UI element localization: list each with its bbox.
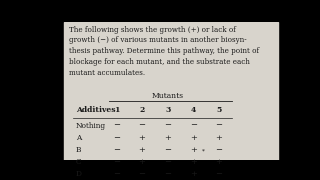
Text: −: − bbox=[164, 146, 171, 154]
Text: −: − bbox=[164, 122, 171, 130]
Text: Additives: Additives bbox=[76, 106, 116, 114]
Text: −: − bbox=[215, 122, 222, 130]
Text: *: * bbox=[202, 149, 205, 154]
Text: Nothing: Nothing bbox=[76, 122, 106, 130]
Text: −: − bbox=[113, 170, 120, 178]
Text: −: − bbox=[138, 170, 145, 178]
Text: +: + bbox=[190, 158, 197, 166]
Text: −: − bbox=[190, 122, 197, 130]
Text: +: + bbox=[190, 146, 197, 154]
Text: B: B bbox=[76, 146, 82, 154]
Text: −: − bbox=[113, 158, 120, 166]
Text: +: + bbox=[190, 170, 197, 178]
Text: −: − bbox=[215, 170, 222, 178]
Text: 2: 2 bbox=[139, 106, 144, 114]
Text: C: C bbox=[76, 158, 82, 166]
Text: 3: 3 bbox=[165, 106, 171, 114]
Text: −: − bbox=[164, 158, 171, 166]
Text: +: + bbox=[215, 134, 222, 142]
Text: +: + bbox=[138, 158, 145, 166]
Text: The following shows the growth (+) or lack of
growth (−) of various mutants in a: The following shows the growth (+) or la… bbox=[68, 26, 259, 76]
Text: 4: 4 bbox=[191, 106, 196, 114]
Text: −: − bbox=[113, 134, 120, 142]
Text: A: A bbox=[76, 134, 81, 142]
Text: +: + bbox=[164, 134, 171, 142]
Text: +: + bbox=[190, 134, 197, 142]
Text: −: − bbox=[113, 122, 120, 130]
Text: −: − bbox=[164, 170, 171, 178]
Text: −: − bbox=[138, 122, 145, 130]
Text: +: + bbox=[215, 158, 222, 166]
Bar bbox=[64, 22, 278, 160]
Text: 5: 5 bbox=[216, 106, 221, 114]
Text: D: D bbox=[76, 170, 82, 178]
Text: −: − bbox=[215, 146, 222, 154]
Text: −: − bbox=[113, 146, 120, 154]
Text: +: + bbox=[138, 134, 145, 142]
Text: +: + bbox=[138, 146, 145, 154]
Text: Mutants: Mutants bbox=[152, 92, 184, 100]
Text: 1: 1 bbox=[114, 106, 120, 114]
